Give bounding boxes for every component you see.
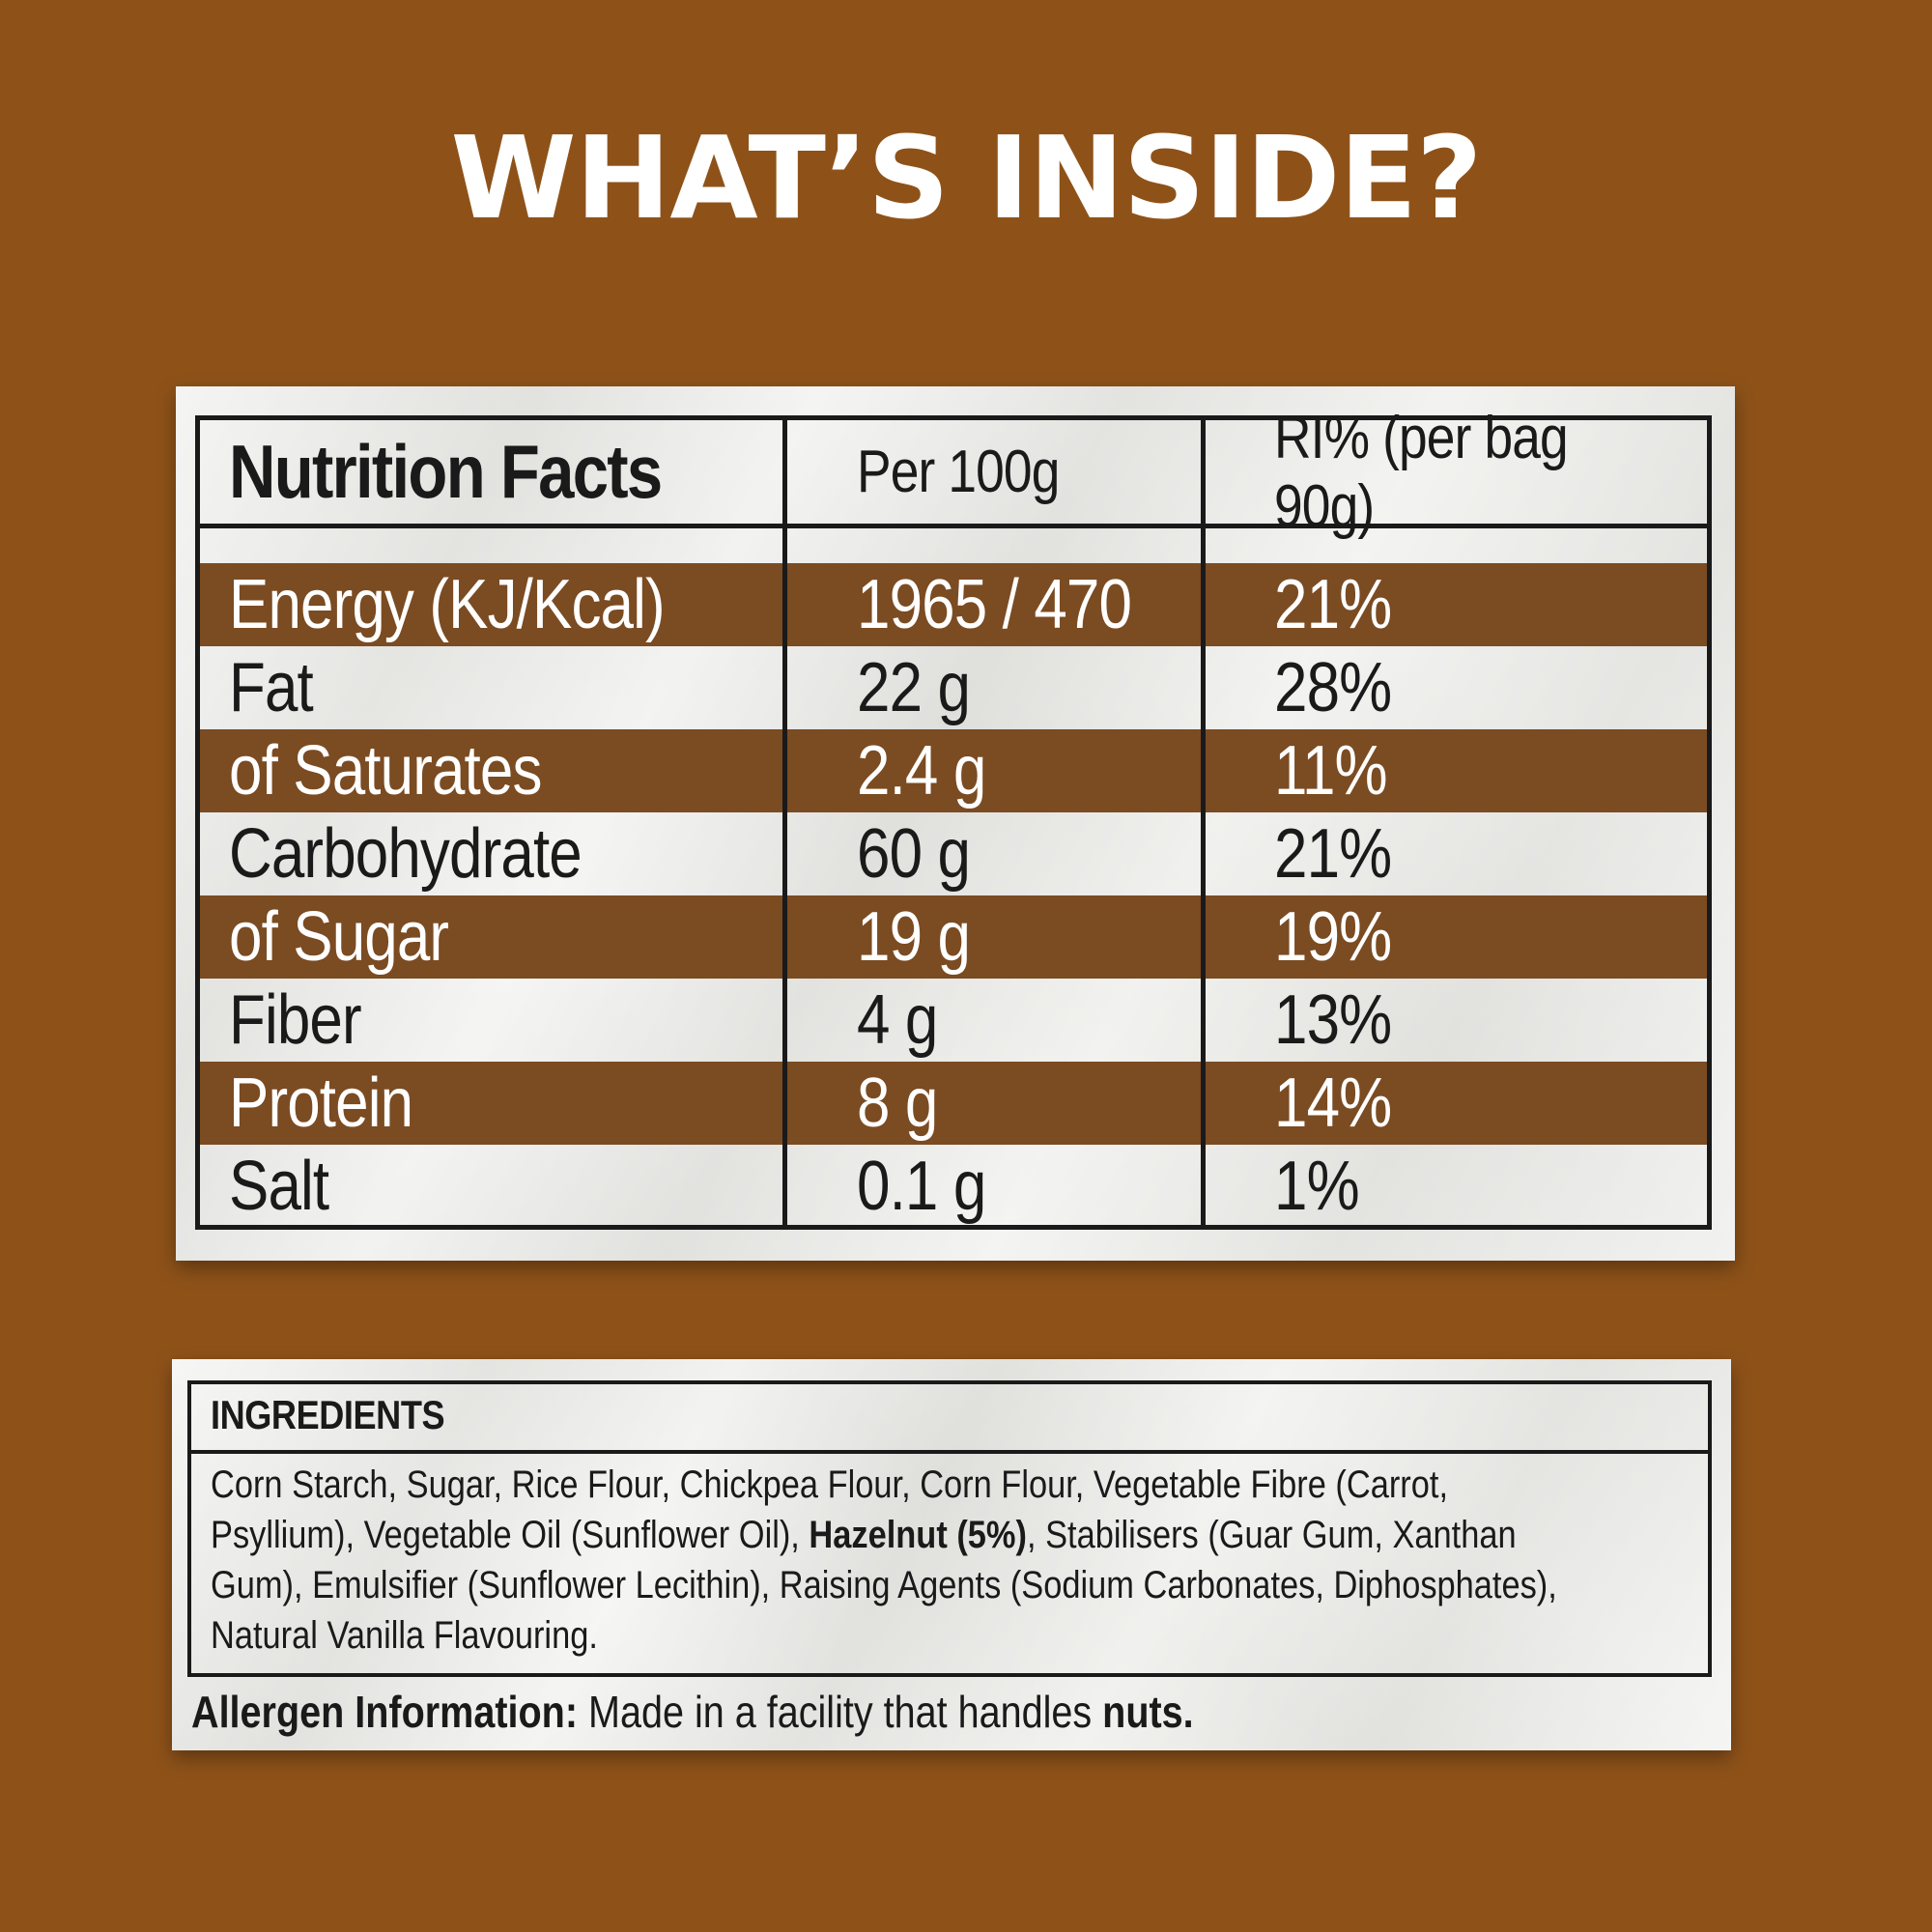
- nutrient-per-100g: 22 g: [857, 649, 971, 726]
- nutrient-name: Fiber: [229, 981, 362, 1059]
- ingredients-title: INGREDIENTS: [211, 1392, 445, 1437]
- nutrient-name: of Sugar: [229, 898, 449, 976]
- nutrition-row: Energy (KJ/Kcal) 1965 / 470 21%: [200, 563, 1707, 646]
- header-divider: [200, 524, 1707, 528]
- nutrient-per-100g: 60 g: [857, 815, 971, 893]
- column-header-ri: RI% (per bag 90g): [1274, 404, 1569, 540]
- nutrition-row: Fat 22 g 28%: [200, 646, 1707, 729]
- nutrient-name: Energy (KJ/Kcal): [229, 566, 666, 643]
- column-divider-1: [782, 420, 787, 1225]
- nutrition-row: Carbohydrate 60 g 21%: [200, 812, 1707, 895]
- nutrient-name: Protein: [229, 1065, 413, 1142]
- nutrition-table: Nutrition Facts Per 100g RI% (per bag 90…: [195, 404, 1712, 1230]
- nutrition-row: Salt 0.1 g 1%: [200, 1145, 1707, 1228]
- nutrient-ri-percent: 28%: [1274, 649, 1392, 726]
- ingredients-text-part2: , Stabilisers (Guar Gum, Xanthan Gum), E…: [211, 1514, 1557, 1657]
- nutrient-ri-percent: 19%: [1274, 898, 1392, 976]
- nutrient-per-100g: 2.4 g: [857, 732, 986, 810]
- nutrient-name: Fat: [229, 649, 314, 726]
- ingredients-box: INGREDIENTS Corn Starch, Sugar, Rice Flo…: [187, 1380, 1712, 1677]
- page-headline: WHAT’S INSIDE?: [450, 111, 1482, 244]
- allergen-label: Allergen Information:: [191, 1687, 579, 1737]
- nutrient-per-100g: 0.1 g: [857, 1148, 986, 1225]
- ingredients-text: Corn Starch, Sugar, Rice Flour, Chickpea…: [211, 1460, 1573, 1661]
- nutrient-per-100g: 1965 / 470: [857, 566, 1132, 643]
- nutrient-ri-percent: 21%: [1274, 566, 1392, 643]
- ingredients-card: INGREDIENTS Corn Starch, Sugar, Rice Flo…: [172, 1359, 1731, 1750]
- allergen-nuts: nuts.: [1102, 1687, 1194, 1737]
- allergen-information: Allergen Information: Made in a facility…: [191, 1686, 1194, 1738]
- nutrition-row: of Sugar 19 g 19%: [200, 895, 1707, 979]
- nutrient-name: of Saturates: [229, 732, 542, 810]
- nutrient-ri-percent: 21%: [1274, 815, 1392, 893]
- nutrient-ri-percent: 14%: [1274, 1065, 1392, 1142]
- nutrient-per-100g: 19 g: [857, 898, 971, 976]
- nutrition-facts-card: Nutrition Facts Per 100g RI% (per bag 90…: [176, 386, 1735, 1261]
- nutrition-row: of Saturates 2.4 g 11%: [200, 729, 1707, 812]
- nutrient-per-100g: 4 g: [857, 981, 938, 1059]
- ingredients-text-hazelnut: Hazelnut (5%): [809, 1514, 1027, 1556]
- nutrient-per-100g: 8 g: [857, 1065, 938, 1142]
- nutrition-row: Protein 8 g 14%: [200, 1062, 1707, 1145]
- allergen-text: Made in a facility that handles: [578, 1687, 1103, 1737]
- nutrient-name: Carbohydrate: [229, 815, 582, 893]
- nutrient-name: Salt: [229, 1148, 329, 1225]
- nutrition-row: Fiber 4 g 13%: [200, 979, 1707, 1062]
- ingredients-divider: [191, 1450, 1708, 1454]
- nutrition-title: Nutrition Facts: [229, 429, 663, 514]
- ingredients-text-part1: Corn Starch, Sugar, Rice Flour, Chickpea…: [211, 1463, 1449, 1556]
- nutrient-ri-percent: 11%: [1274, 732, 1388, 810]
- nutrient-ri-percent: 13%: [1274, 981, 1392, 1059]
- column-divider-2: [1201, 420, 1206, 1225]
- column-header-per-100g: Per 100g: [857, 439, 1060, 505]
- nutrient-ri-percent: 1%: [1274, 1148, 1360, 1225]
